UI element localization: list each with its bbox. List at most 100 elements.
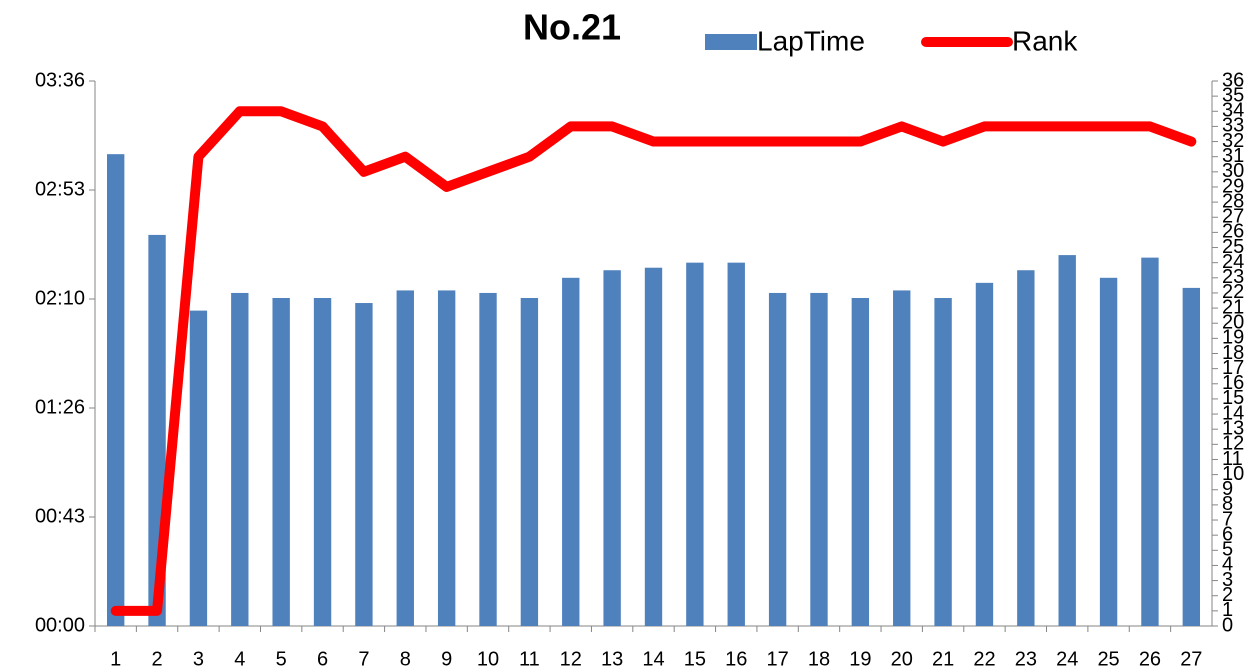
y2-tick-label: 22: [1222, 281, 1244, 303]
y2-tick-label: 10: [1222, 463, 1244, 485]
y2-tick-label: 6: [1222, 523, 1233, 545]
y2-tick-label: 14: [1222, 402, 1244, 424]
bar: [893, 290, 911, 626]
x-tick-label: 26: [1139, 648, 1161, 670]
y2-tick-label: 1: [1222, 599, 1233, 621]
x-tick-label: 10: [477, 648, 499, 670]
x-tick-label: 13: [601, 648, 623, 670]
y2-tick-label: 9: [1222, 478, 1233, 500]
y2-tick-label: 3: [1222, 569, 1233, 591]
y2-tick-label: 8: [1222, 493, 1233, 515]
x-tick-label: 1: [110, 648, 121, 670]
bar: [644, 267, 663, 626]
x-tick-label: 8: [400, 648, 411, 670]
y2-tick-label: 0: [1222, 614, 1233, 636]
y-tick-label: 02:10: [35, 287, 85, 309]
y2-tick-label: 33: [1222, 115, 1244, 137]
y2-tick-label: 25: [1222, 236, 1244, 258]
x-tick-label: 14: [642, 648, 664, 670]
y2-tick-label: 34: [1222, 100, 1244, 122]
bar: [727, 262, 745, 626]
legend-swatch: [705, 34, 757, 50]
y2-tick-label: 18: [1222, 342, 1244, 364]
y-tick-label: 00:43: [35, 505, 85, 527]
y2-tick-label: 24: [1222, 251, 1244, 273]
x-tick-label: 16: [725, 648, 747, 670]
y-tick-label: 00:00: [35, 614, 85, 636]
y2-tick-label: 28: [1222, 190, 1244, 212]
x-tick-label: 23: [1015, 648, 1037, 670]
y2-tick-label: 16: [1222, 372, 1244, 394]
y2-tick-label: 12: [1222, 433, 1244, 455]
x-tick-label: 3: [193, 648, 204, 670]
y-tick-label: 01:26: [35, 396, 85, 418]
bar: [1182, 287, 1201, 626]
bar: [1017, 270, 1035, 626]
x-tick-label: 2: [151, 648, 162, 670]
y2-tick-label: 17: [1222, 357, 1244, 379]
legend-label: Rank: [1012, 25, 1078, 56]
x-tick-label: 11: [519, 648, 540, 670]
y-tick-label: 02:53: [35, 178, 85, 200]
x-tick-label: 21: [932, 648, 954, 670]
bar: [810, 292, 828, 626]
x-tick-label: 24: [1056, 648, 1078, 670]
y2-tick-label: 19: [1222, 327, 1244, 349]
y2-tick-label: 5: [1222, 539, 1233, 561]
y2-tick-label: 23: [1222, 266, 1244, 288]
y2-tick-label: 7: [1222, 508, 1233, 530]
y2-tick-label: 2: [1222, 584, 1233, 606]
bar: [272, 297, 290, 626]
x-tick-label: 5: [276, 648, 287, 670]
y2-tick-label: 4: [1222, 554, 1233, 576]
bar: [975, 282, 994, 626]
y2-tick-label: 32: [1222, 130, 1244, 152]
x-tick-label: 4: [234, 648, 245, 670]
bar: [231, 292, 249, 626]
y2-tick-label: 26: [1222, 221, 1244, 243]
x-tick-label: 12: [560, 648, 582, 670]
y2-tick-label: 35: [1222, 84, 1244, 106]
bar: [106, 154, 125, 626]
x-tick-label: 20: [891, 648, 913, 670]
x-tick-label: 22: [973, 648, 995, 670]
y2-tick-label: 27: [1222, 206, 1244, 228]
x-tick-label: 25: [1097, 648, 1119, 670]
y2-tick-label: 30: [1222, 160, 1244, 182]
chart-title: No.21: [523, 7, 621, 48]
bar: [851, 297, 870, 626]
x-tick-label: 19: [849, 648, 871, 670]
y2-tick-label: 20: [1222, 312, 1244, 334]
bar: [562, 277, 580, 626]
x-tick-label: 18: [808, 648, 830, 670]
y2-tick-label: 15: [1222, 387, 1244, 409]
x-tick-label: 7: [358, 648, 369, 670]
legend-label: LapTime: [757, 25, 865, 56]
bar: [768, 292, 787, 626]
x-tick-label: 9: [441, 648, 452, 670]
x-tick-label: 6: [317, 648, 328, 670]
bar: [686, 262, 704, 626]
y-tick-label: 03:36: [35, 69, 85, 91]
bar: [603, 270, 621, 626]
bar: [479, 292, 497, 626]
x-tick-label: 17: [766, 648, 788, 670]
y2-tick-label: 11: [1222, 448, 1243, 470]
bar: [1058, 255, 1076, 626]
bar: [520, 297, 539, 626]
y2-tick-label: 21: [1222, 296, 1244, 318]
bar: [189, 310, 208, 626]
x-tick-label: 27: [1180, 648, 1202, 670]
bar: [396, 290, 414, 626]
y2-tick-label: 36: [1222, 69, 1244, 91]
y2-tick-label: 13: [1222, 417, 1244, 439]
bar: [437, 290, 456, 626]
y2-tick-label: 29: [1222, 175, 1244, 197]
x-tick-label: 15: [684, 648, 706, 670]
bar: [1141, 257, 1159, 626]
bar: [1099, 277, 1118, 626]
bar: [313, 297, 332, 626]
y2-tick-label: 31: [1222, 145, 1244, 167]
bar: [934, 297, 952, 626]
